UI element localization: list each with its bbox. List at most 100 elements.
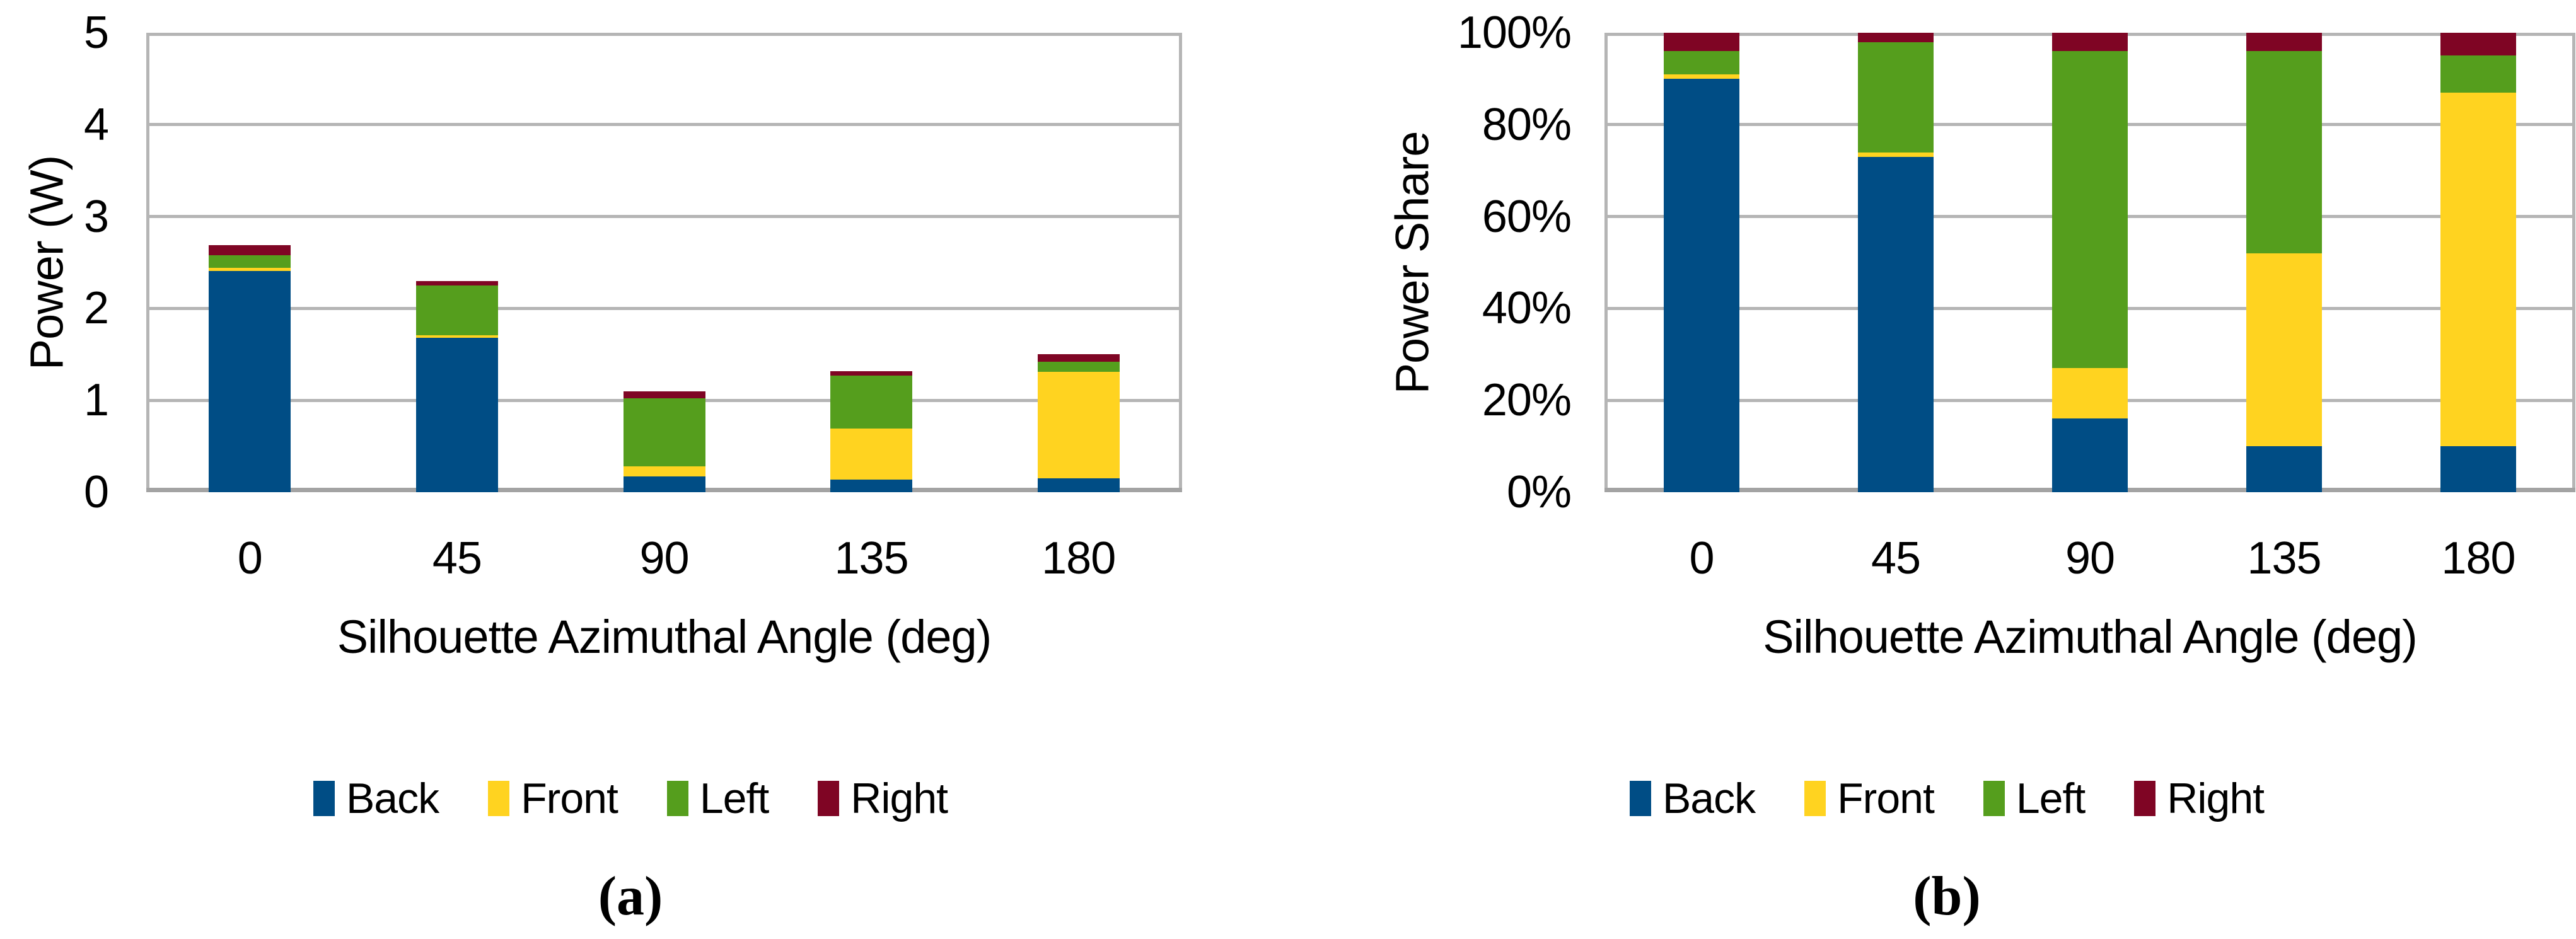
bar-segment-front xyxy=(1664,74,1739,79)
x-axis-title-a: Silhouette Azimuthal Angle (deg) xyxy=(337,611,992,663)
bar-segment-front xyxy=(209,268,291,271)
bar-segment-right xyxy=(209,245,291,255)
bar-segment-back xyxy=(2246,446,2322,492)
bar-segment-front xyxy=(2440,92,2516,447)
bar-segment-left xyxy=(415,285,498,335)
legend-item-front: Front xyxy=(488,777,618,820)
legend-item-left: Left xyxy=(1983,775,2086,822)
bar-segment-left xyxy=(1037,361,1120,372)
bar-segment-right xyxy=(2246,33,2322,52)
bar-segment-front xyxy=(1037,372,1120,479)
bar-b-45deg xyxy=(1858,33,1934,492)
bar-segment-left xyxy=(1664,51,1739,74)
bar-segment-front xyxy=(1858,152,1934,157)
bar-a-90deg xyxy=(623,391,705,492)
legend-label-left: Left xyxy=(699,775,769,822)
bar-segment-front xyxy=(623,466,705,477)
legend-label-back: Back xyxy=(345,775,439,822)
bar-segment-right xyxy=(1858,33,1934,42)
plot-border-left xyxy=(146,33,149,492)
legend-item-left: Left xyxy=(666,775,769,822)
x-tick-label: 45 xyxy=(1871,533,1921,584)
legend-swatch-back-icon xyxy=(1629,781,1651,816)
bar-segment-left xyxy=(623,398,705,467)
bar-segment-front xyxy=(2246,253,2322,447)
x-tick-label: 90 xyxy=(639,533,689,584)
bar-segment-right xyxy=(415,280,498,285)
caption-a: (a) xyxy=(598,866,663,927)
bar-b-90deg xyxy=(2052,33,2128,492)
bar-segment-right xyxy=(1664,33,1739,52)
legend-swatch-front-icon xyxy=(1804,781,1826,816)
y-tick-label: 3 xyxy=(83,191,109,242)
gridline-y4 xyxy=(146,123,1182,127)
legend-swatch-right-icon xyxy=(818,781,840,816)
bar-a-45deg xyxy=(415,280,498,492)
legend-label-left: Left xyxy=(2016,775,2086,822)
bar-segment-front xyxy=(2052,368,2128,419)
y-tick-label: 0% xyxy=(1506,467,1572,517)
x-tick-label: 90 xyxy=(2065,533,2115,584)
y-tick-label: 2 xyxy=(83,283,109,334)
bar-segment-left xyxy=(830,375,913,429)
y-tick-label: 4 xyxy=(83,99,109,150)
bar-segment-back xyxy=(1858,156,1934,492)
y-tick-label: 40% xyxy=(1482,283,1572,334)
bar-segment-back xyxy=(2052,418,2128,492)
bar-segment-left xyxy=(1858,42,1934,153)
plot-border-right xyxy=(2572,33,2575,492)
bar-segment-right xyxy=(2440,33,2516,56)
plot-border-left xyxy=(1604,33,1608,492)
gridline-y3 xyxy=(146,215,1182,219)
legend-label-front: Front xyxy=(521,775,618,822)
bar-segment-right xyxy=(2052,33,2128,52)
bar-segment-back xyxy=(415,338,498,492)
x-tick-label: 180 xyxy=(2441,533,2515,584)
legend-item-right: Right xyxy=(2134,775,2265,822)
legend-swatch-left-icon xyxy=(1983,781,2005,816)
y-tick-label: 80% xyxy=(1482,99,1572,150)
bar-segment-back xyxy=(2440,446,2516,492)
plot-border-top xyxy=(146,33,1182,36)
y-tick-label: 20% xyxy=(1482,375,1572,426)
bar-segment-back xyxy=(623,476,705,492)
bar-b-0deg xyxy=(1664,33,1739,492)
bar-b-180deg xyxy=(2440,33,2516,492)
bar-segment-left xyxy=(2246,51,2322,253)
y-tick-label: 60% xyxy=(1482,191,1572,242)
legend-b: Back Front Left Right xyxy=(1318,770,2576,827)
legend-item-front: Front xyxy=(1804,775,1935,822)
x-tick-label: 135 xyxy=(2247,533,2321,584)
bar-segment-right xyxy=(1037,354,1120,362)
legend-label-front: Front xyxy=(1837,775,1935,822)
x-tick-label: 0 xyxy=(237,533,263,584)
legend-swatch-front-icon xyxy=(488,781,510,816)
legend-swatch-right-icon xyxy=(2134,781,2156,816)
bar-segment-left xyxy=(2440,55,2516,93)
bar-segment-back xyxy=(830,479,913,492)
x-tick-label: 180 xyxy=(1041,533,1116,584)
bar-segment-back xyxy=(209,270,291,492)
gridline-y2 xyxy=(146,306,1182,310)
legend-label-right: Right xyxy=(2167,775,2265,822)
bar-b-135deg xyxy=(2246,33,2322,492)
legend-swatch-left-icon xyxy=(666,781,688,816)
bar-segment-left xyxy=(209,255,291,268)
legend-label-right: Right xyxy=(850,775,948,822)
y-axis-title-b: Power Share xyxy=(1386,131,1439,394)
x-axis-title-b: Silhouette Azimuthal Angle (deg) xyxy=(1763,611,2418,663)
legend-item-back: Back xyxy=(1629,775,1756,822)
bar-segment-right xyxy=(830,371,913,376)
bar-segment-front xyxy=(415,335,498,338)
y-tick-label: 5 xyxy=(83,8,109,58)
legend-label-back: Back xyxy=(1662,775,1756,822)
x-tick-label: 135 xyxy=(834,533,909,584)
caption-b: (b) xyxy=(1913,866,1981,927)
y-tick-label: 1 xyxy=(83,375,109,426)
plot-area-a xyxy=(146,33,1182,492)
x-tick-label: 45 xyxy=(432,533,482,584)
bar-a-0deg xyxy=(209,245,291,492)
bar-a-135deg xyxy=(830,371,913,492)
bar-a-180deg xyxy=(1037,354,1120,492)
